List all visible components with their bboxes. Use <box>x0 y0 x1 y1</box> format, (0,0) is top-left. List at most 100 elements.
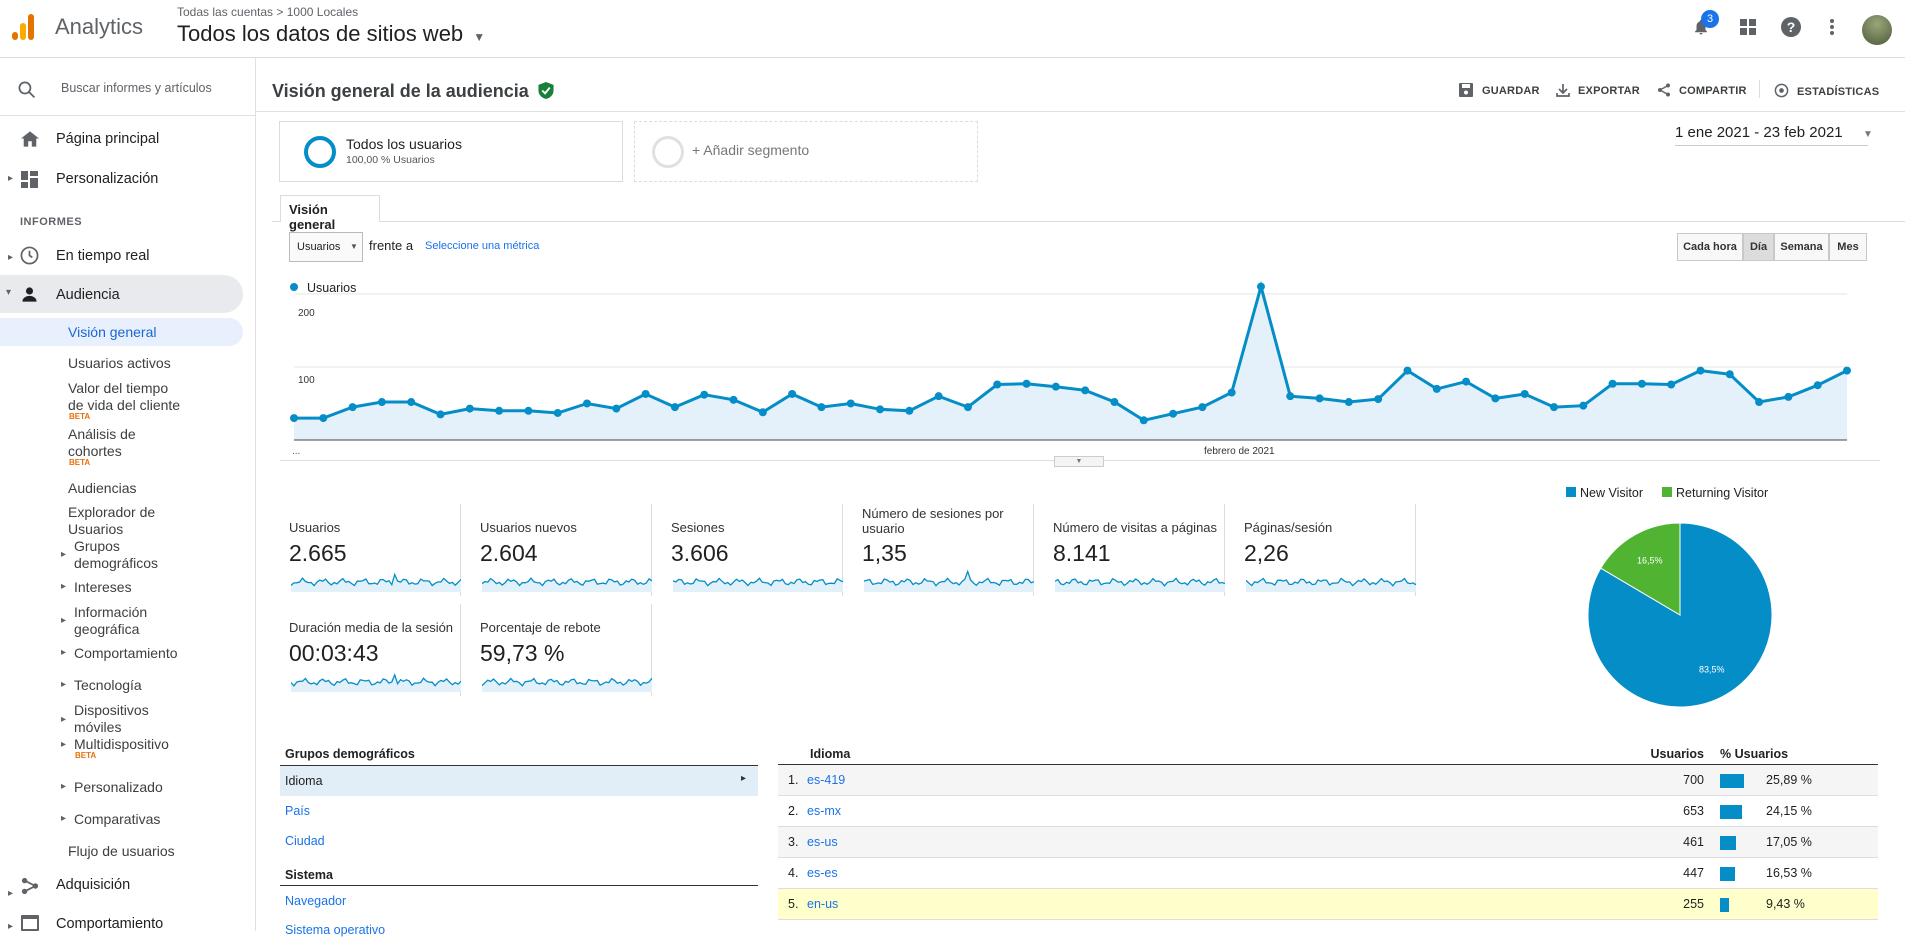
table-header-users[interactable]: Usuarios <box>1650 747 1705 761</box>
data-point[interactable] <box>1198 403 1207 412</box>
data-point[interactable] <box>1843 366 1851 375</box>
data-point[interactable] <box>729 395 738 404</box>
data-point[interactable] <box>553 408 562 417</box>
avatar[interactable] <box>1862 15 1892 45</box>
breadcrumb[interactable]: Todas las cuentas > 1000 Locales <box>177 5 359 19</box>
data-point[interactable] <box>905 406 914 415</box>
data-point[interactable] <box>788 389 797 398</box>
data-point[interactable] <box>1432 384 1441 393</box>
granularity-day[interactable]: Día <box>1743 233 1774 261</box>
data-point[interactable] <box>524 406 533 415</box>
data-point[interactable] <box>1784 392 1793 401</box>
pie-slice-returning-visitor[interactable] <box>1600 522 1681 616</box>
dimension-os[interactable]: Sistema operativo <box>285 923 386 937</box>
data-point[interactable] <box>641 389 650 398</box>
data-point[interactable] <box>1315 394 1324 403</box>
data-point[interactable] <box>377 398 386 407</box>
date-range-picker[interactable]: 1 ene 2021 - 23 feb 2021 ▼ <box>1675 124 1873 146</box>
data-point[interactable] <box>700 390 709 399</box>
dimension-browser[interactable]: Navegador <box>285 894 347 908</box>
table-row[interactable]: 3. es-us 461 17,05 % <box>778 827 1878 858</box>
granularity-month[interactable]: Mes <box>1829 233 1867 261</box>
data-point[interactable] <box>436 410 445 419</box>
data-point[interactable] <box>407 398 416 407</box>
data-point[interactable] <box>1696 366 1705 375</box>
data-point[interactable] <box>993 380 1002 389</box>
data-point[interactable] <box>1256 282 1265 291</box>
data-point[interactable] <box>1667 380 1676 389</box>
data-point[interactable] <box>1110 398 1119 407</box>
sidebar-item-active-users[interactable]: Usuarios activos <box>68 355 171 371</box>
select-metric-link[interactable]: Seleccione una métrica <box>425 240 540 252</box>
insights-button[interactable]: ESTADÍSTICAS <box>1774 83 1879 98</box>
granularity-hourly[interactable]: Cada hora <box>1677 233 1743 261</box>
row-language-link[interactable]: es-419 <box>807 773 846 787</box>
table-row[interactable]: 2. es-mx 653 24,15 % <box>778 796 1878 827</box>
export-button[interactable]: EXPORTAR <box>1556 83 1640 97</box>
data-point[interactable] <box>1637 379 1646 388</box>
table-row[interactable]: 1. es-419 700 25,89 % <box>778 765 1878 796</box>
data-point[interactable] <box>1344 398 1353 407</box>
data-point[interactable] <box>876 405 885 414</box>
row-language-link[interactable]: es-mx <box>807 804 842 818</box>
data-point[interactable] <box>495 406 504 415</box>
data-point[interactable] <box>1403 366 1412 375</box>
data-point[interactable] <box>465 404 474 413</box>
apps-grid-icon[interactable] <box>1735 14 1761 40</box>
row-language-link[interactable]: es-us <box>807 835 838 849</box>
sidebar-item-users-flow[interactable]: Flujo de usuarios <box>68 843 175 859</box>
table-row[interactable]: 4. es-es 447 16,53 % <box>778 858 1878 889</box>
data-point[interactable] <box>846 399 855 408</box>
search-input[interactable]: Buscar informes y artículos <box>61 81 212 95</box>
data-point[interactable] <box>817 403 826 412</box>
more-vert-icon[interactable] <box>1819 14 1845 40</box>
data-point[interactable] <box>1520 389 1529 398</box>
row-language-link[interactable]: es-es <box>807 866 838 880</box>
data-point[interactable] <box>934 392 943 401</box>
search-bar[interactable]: Buscar informes y artículos <box>0 62 255 116</box>
data-point[interactable] <box>1374 395 1383 404</box>
data-point[interactable] <box>670 403 679 412</box>
users-line-chart[interactable]: Usuarios 200 100 ... febrero de 2021 <box>280 272 1880 472</box>
data-point[interactable] <box>1081 386 1090 395</box>
data-point[interactable] <box>1227 388 1236 397</box>
sidebar-item-audiences[interactable]: Audiencias <box>68 480 137 496</box>
granularity-week[interactable]: Semana <box>1774 233 1829 261</box>
data-point[interactable] <box>1491 394 1500 403</box>
add-segment-button[interactable]: + Añadir segmento <box>634 121 978 182</box>
tab-overview[interactable]: Visión general <box>280 195 380 232</box>
data-point[interactable] <box>1286 392 1295 401</box>
segment-all-users[interactable]: Todos los usuarios 100,00 % Usuarios <box>279 121 623 182</box>
dimension-city[interactable]: Ciudad <box>285 834 325 848</box>
data-point[interactable] <box>758 408 767 417</box>
data-point[interactable] <box>348 403 357 412</box>
share-button[interactable]: COMPARTIR <box>1657 83 1747 97</box>
data-point[interactable] <box>1462 377 1471 386</box>
sidebar-item-overview[interactable]: Visión general <box>0 318 243 346</box>
analytics-logo-icon[interactable] <box>9 12 39 42</box>
help-icon[interactable]: ? <box>1778 14 1804 40</box>
data-point[interactable] <box>1549 403 1558 412</box>
data-point[interactable] <box>612 404 621 413</box>
data-point[interactable] <box>1608 379 1617 388</box>
save-button[interactable]: GUARDAR <box>1459 83 1540 97</box>
data-point[interactable] <box>583 399 592 408</box>
data-point[interactable] <box>1725 370 1734 379</box>
data-point[interactable] <box>1813 381 1822 390</box>
data-point[interactable] <box>963 403 972 412</box>
data-point[interactable] <box>290 414 298 423</box>
pie-slice-new-visitor[interactable] <box>1587 522 1773 708</box>
data-point[interactable] <box>1139 416 1148 425</box>
data-point[interactable] <box>1051 382 1060 391</box>
data-point[interactable] <box>319 414 328 423</box>
collapse-chart-handle[interactable]: ▼ <box>1054 456 1104 467</box>
property-selector[interactable]: Todos los datos de sitios web ▼ <box>177 21 485 47</box>
metric-select[interactable]: Usuarios ▼ <box>289 232 363 262</box>
sidebar-item-audience[interactable]: ▾ Audiencia <box>0 275 243 313</box>
data-point[interactable] <box>1755 398 1764 407</box>
data-point[interactable] <box>1169 409 1178 418</box>
data-point[interactable] <box>1022 379 1031 388</box>
data-point[interactable] <box>1579 401 1588 410</box>
dimension-language[interactable]: Idioma ▸ <box>280 765 758 796</box>
visitor-type-pie-chart[interactable]: 83,5% 16,5% <box>1580 515 1780 715</box>
